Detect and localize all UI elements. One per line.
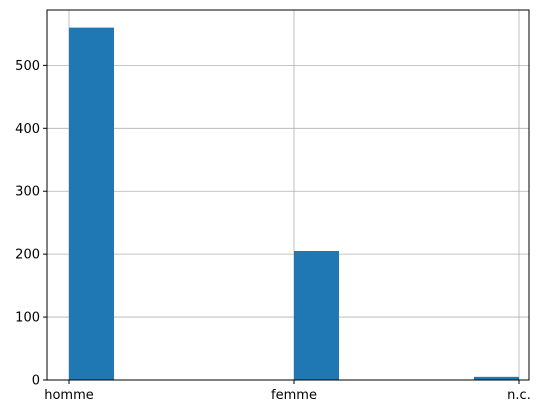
x-tick-label: femme bbox=[271, 388, 317, 403]
y-tick-label: 500 bbox=[15, 59, 40, 74]
bar-femme bbox=[294, 251, 339, 380]
bars bbox=[69, 27, 519, 380]
y-tick-label: 200 bbox=[15, 248, 40, 263]
y-tick-label: 0 bbox=[32, 374, 40, 389]
grid-lines bbox=[47, 10, 529, 381]
y-tick-label: 100 bbox=[15, 311, 40, 326]
x-tick-label: n.c. bbox=[507, 388, 531, 403]
axis-ticks: 0 100 200 300 400 500 homme femme n.c. bbox=[15, 59, 531, 403]
bar-nc bbox=[474, 376, 519, 380]
y-tick-label: 300 bbox=[15, 185, 40, 200]
y-tick-label: 400 bbox=[15, 122, 40, 137]
x-tick-label: homme bbox=[44, 388, 94, 403]
bar-homme bbox=[69, 27, 114, 380]
plot-frame bbox=[46, 9, 530, 381]
